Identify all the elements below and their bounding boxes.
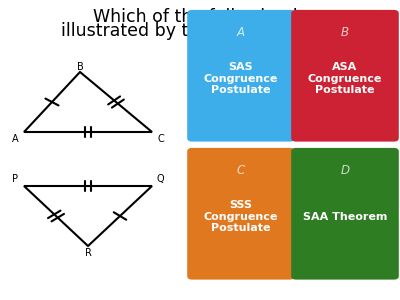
Text: illustrated by the two triangles?: illustrated by the two triangles? [61, 22, 339, 40]
Text: SAS
Congruence
Postulate: SAS Congruence Postulate [204, 62, 278, 95]
Text: Q: Q [157, 174, 165, 184]
Text: Which of the following is: Which of the following is [93, 8, 307, 26]
FancyBboxPatch shape [187, 148, 295, 280]
Text: R: R [84, 248, 92, 259]
FancyBboxPatch shape [291, 148, 399, 280]
Text: A: A [12, 134, 18, 145]
Text: D: D [340, 164, 350, 176]
Text: C: C [158, 134, 164, 145]
Text: SAA Theorem: SAA Theorem [303, 212, 387, 222]
Text: B: B [77, 61, 83, 72]
Text: SSS
Congruence
Postulate: SSS Congruence Postulate [204, 200, 278, 233]
Text: B: B [341, 26, 349, 38]
Text: C: C [237, 164, 245, 176]
FancyBboxPatch shape [187, 10, 295, 142]
FancyBboxPatch shape [291, 10, 399, 142]
Text: A: A [237, 26, 245, 38]
Text: ASA
Congruence
Postulate: ASA Congruence Postulate [308, 62, 382, 95]
Text: P: P [12, 174, 18, 184]
